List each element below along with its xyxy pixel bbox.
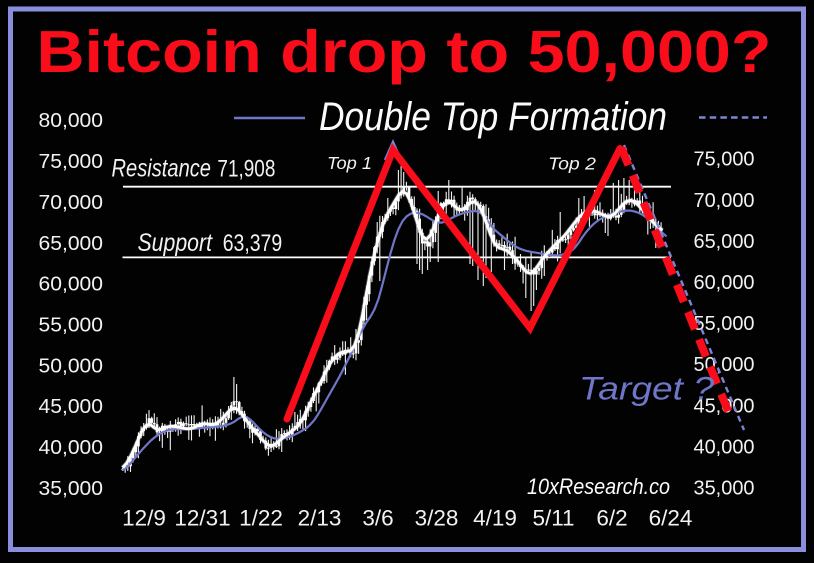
svg-text:2/13: 2/13 <box>298 506 342 531</box>
svg-text:3/6: 3/6 <box>362 506 393 531</box>
svg-text:Bitcoin drop to 50,000?: Bitcoin drop to 50,000? <box>37 19 772 85</box>
svg-text:Top 2: Top 2 <box>548 154 596 174</box>
svg-text:10xResearch.co: 10xResearch.co <box>527 474 670 499</box>
svg-text:12/9: 12/9 <box>122 506 166 531</box>
svg-text:40,000: 40,000 <box>39 437 104 459</box>
svg-text:75,000: 75,000 <box>39 151 104 173</box>
svg-text:Double Top Formation: Double Top Formation <box>319 95 667 139</box>
svg-text:Support: Support <box>138 229 213 257</box>
svg-text:40,000: 40,000 <box>694 436 755 458</box>
svg-text:3/28: 3/28 <box>415 506 459 531</box>
svg-text:71,908: 71,908 <box>217 156 275 183</box>
svg-text:Target ?: Target ? <box>579 371 714 407</box>
svg-text:60,000: 60,000 <box>694 272 755 294</box>
svg-text:45,000: 45,000 <box>39 396 104 418</box>
svg-text:1/22: 1/22 <box>239 506 283 531</box>
svg-text:12/31: 12/31 <box>174 506 230 531</box>
svg-text:55,000: 55,000 <box>694 313 755 335</box>
svg-text:35,000: 35,000 <box>694 478 755 500</box>
svg-text:70,000: 70,000 <box>39 192 104 214</box>
svg-text:55,000: 55,000 <box>39 314 104 336</box>
svg-text:5/11: 5/11 <box>532 506 574 531</box>
svg-text:4/19: 4/19 <box>473 506 517 531</box>
svg-text:50,000: 50,000 <box>39 355 104 377</box>
svg-text:Resistance: Resistance <box>112 155 212 183</box>
svg-text:63,379: 63,379 <box>223 230 283 257</box>
svg-text:80,000: 80,000 <box>39 110 104 132</box>
svg-text:65,000: 65,000 <box>694 231 755 253</box>
svg-text:Top 1: Top 1 <box>327 153 372 173</box>
svg-text:35,000: 35,000 <box>39 478 104 500</box>
svg-text:65,000: 65,000 <box>39 233 104 255</box>
svg-text:75,000: 75,000 <box>694 149 755 171</box>
svg-text:70,000: 70,000 <box>694 190 755 212</box>
svg-text:6/2: 6/2 <box>596 506 627 531</box>
svg-text:6/24: 6/24 <box>649 506 693 531</box>
svg-text:60,000: 60,000 <box>39 274 104 296</box>
